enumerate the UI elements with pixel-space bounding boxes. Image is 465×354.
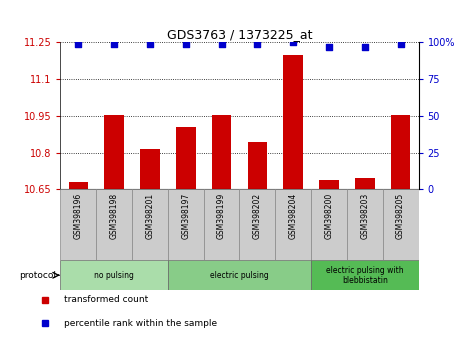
Point xyxy=(254,41,261,47)
Bar xyxy=(204,189,239,260)
Text: protocol: protocol xyxy=(19,271,56,280)
Point xyxy=(146,41,153,47)
Bar xyxy=(132,189,168,260)
Text: GSM398199: GSM398199 xyxy=(217,193,226,239)
Bar xyxy=(247,142,267,189)
Text: GSM398204: GSM398204 xyxy=(289,193,298,239)
Text: GSM398198: GSM398198 xyxy=(110,193,119,239)
Bar xyxy=(212,115,232,189)
Text: no pulsing: no pulsing xyxy=(94,271,134,280)
Point xyxy=(74,41,82,47)
Point xyxy=(182,41,190,47)
Point xyxy=(361,44,368,50)
Text: percentile rank within the sample: percentile rank within the sample xyxy=(64,319,217,328)
Title: GDS3763 / 1373225_at: GDS3763 / 1373225_at xyxy=(167,28,312,41)
Point xyxy=(326,44,333,50)
Bar xyxy=(383,189,418,260)
Bar xyxy=(104,115,124,189)
Bar xyxy=(283,55,303,189)
Text: GSM398201: GSM398201 xyxy=(146,193,154,239)
Text: GSM398197: GSM398197 xyxy=(181,193,190,239)
Bar xyxy=(60,260,168,290)
Bar xyxy=(140,149,160,189)
Bar xyxy=(347,189,383,260)
Point xyxy=(289,40,297,45)
Bar xyxy=(176,127,196,189)
Bar xyxy=(96,189,132,260)
Bar xyxy=(311,260,418,290)
Text: transformed count: transformed count xyxy=(64,295,148,304)
Text: GSM398202: GSM398202 xyxy=(253,193,262,239)
Bar xyxy=(239,189,275,260)
Text: GSM398196: GSM398196 xyxy=(74,193,83,239)
Point xyxy=(111,41,118,47)
Bar xyxy=(168,260,311,290)
Bar xyxy=(391,115,411,189)
Bar xyxy=(319,179,339,189)
Text: GSM398203: GSM398203 xyxy=(360,193,369,239)
Text: GSM398200: GSM398200 xyxy=(325,193,333,239)
Point xyxy=(397,41,405,47)
Text: electric pulsing with
blebbistatin: electric pulsing with blebbistatin xyxy=(326,266,404,285)
Bar xyxy=(60,189,96,260)
Point xyxy=(218,41,225,47)
Bar xyxy=(311,189,347,260)
Bar xyxy=(168,189,204,260)
Bar xyxy=(355,178,375,189)
Bar xyxy=(275,189,311,260)
Text: electric pulsing: electric pulsing xyxy=(210,271,269,280)
Bar xyxy=(68,182,88,189)
Text: GSM398205: GSM398205 xyxy=(396,193,405,239)
